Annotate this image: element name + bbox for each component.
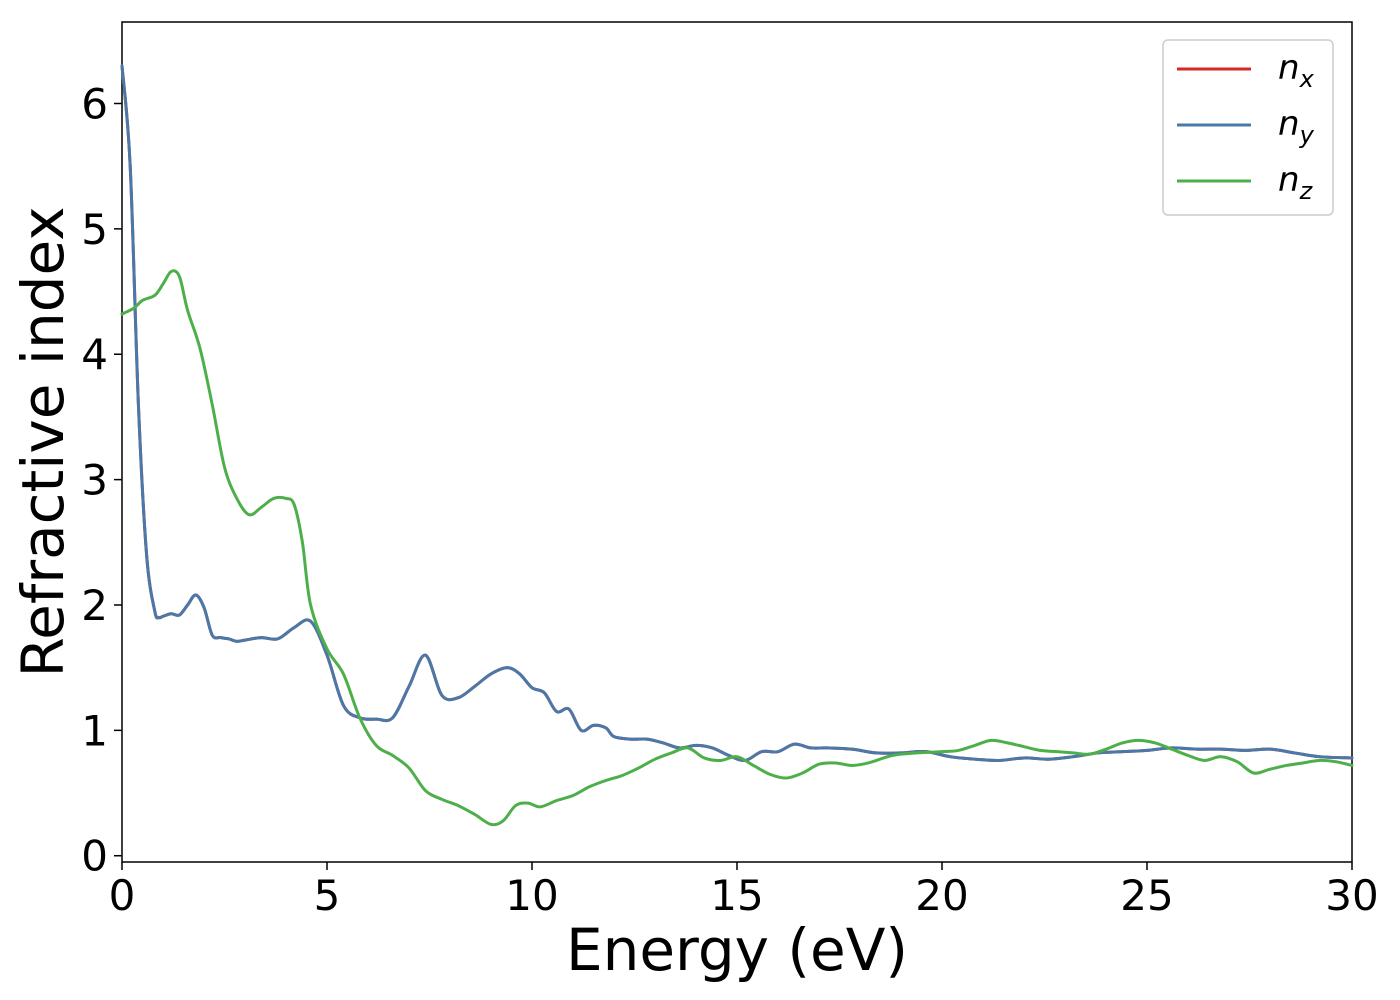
legend: nx ny nz — [1162, 39, 1334, 216]
x-tick-label: 25 — [1120, 871, 1173, 920]
y-tick-label: 3 — [81, 456, 108, 505]
y-tick-label: 2 — [81, 581, 108, 630]
y-tick-label: 4 — [81, 330, 108, 379]
x-tick-label: 30 — [1325, 871, 1378, 920]
y-tick-label: 5 — [81, 205, 108, 254]
legend-label: ny — [1278, 104, 1315, 149]
y-tick-label: 6 — [81, 79, 108, 128]
x-tick-label: 0 — [109, 871, 136, 920]
x-tick-label: 5 — [314, 871, 341, 920]
y-tick-label: 0 — [81, 832, 108, 881]
y-tick-label: 1 — [81, 706, 108, 755]
series-line-nz — [120, 269, 1354, 827]
legend-box — [1162, 39, 1334, 216]
y-axis: 0 1 2 3 4 5 6 — [81, 79, 122, 881]
y-axis-title: Refractive index — [9, 206, 77, 677]
legend-label: nz — [1278, 160, 1314, 205]
plot-area — [121, 21, 1353, 863]
x-tick-label: 15 — [710, 871, 763, 920]
x-axis-title: Energy (eV) — [566, 916, 908, 984]
x-tick-label: 20 — [915, 871, 968, 920]
x-tick-label: 10 — [505, 871, 558, 920]
legend-label: nx — [1278, 48, 1315, 93]
x-axis: 0 5 10 15 20 25 30 — [109, 862, 1379, 920]
series-line-ny — [120, 64, 1354, 762]
series-lines — [120, 64, 1354, 827]
